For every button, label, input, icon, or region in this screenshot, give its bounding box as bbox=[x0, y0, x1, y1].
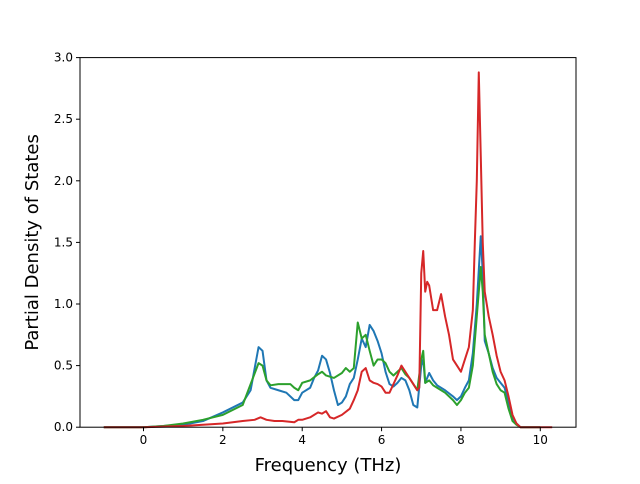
x-tick-label: 4 bbox=[298, 433, 306, 447]
y-tick-label: 0.5 bbox=[54, 359, 73, 373]
y-axis-ticks: 0.0 0.5 1.0 1.5 2.0 2.5 3.0 bbox=[54, 51, 80, 434]
x-tick-label: 10 bbox=[533, 433, 548, 447]
y-tick-label: 1.0 bbox=[54, 297, 73, 311]
x-axis-ticks: 0 2 4 6 8 10 bbox=[140, 427, 548, 447]
y-tick-label: 1.5 bbox=[54, 235, 73, 249]
x-tick-label: 0 bbox=[140, 433, 148, 447]
y-tick-label: 2.0 bbox=[54, 174, 73, 188]
series-layer bbox=[103, 71, 553, 429]
x-tick-label: 8 bbox=[457, 433, 465, 447]
y-tick-label: 3.0 bbox=[54, 51, 73, 65]
x-axis-label: Frequency (THz) bbox=[255, 455, 402, 476]
y-tick-label: 2.5 bbox=[54, 112, 73, 126]
x-tick-label: 2 bbox=[219, 433, 227, 447]
series-line-3 bbox=[103, 71, 553, 429]
x-tick-label: 6 bbox=[378, 433, 386, 447]
series-line-2 bbox=[103, 266, 541, 429]
y-axis-label: Partial Density of States bbox=[22, 134, 43, 351]
y-tick-label: 0.0 bbox=[54, 420, 73, 434]
